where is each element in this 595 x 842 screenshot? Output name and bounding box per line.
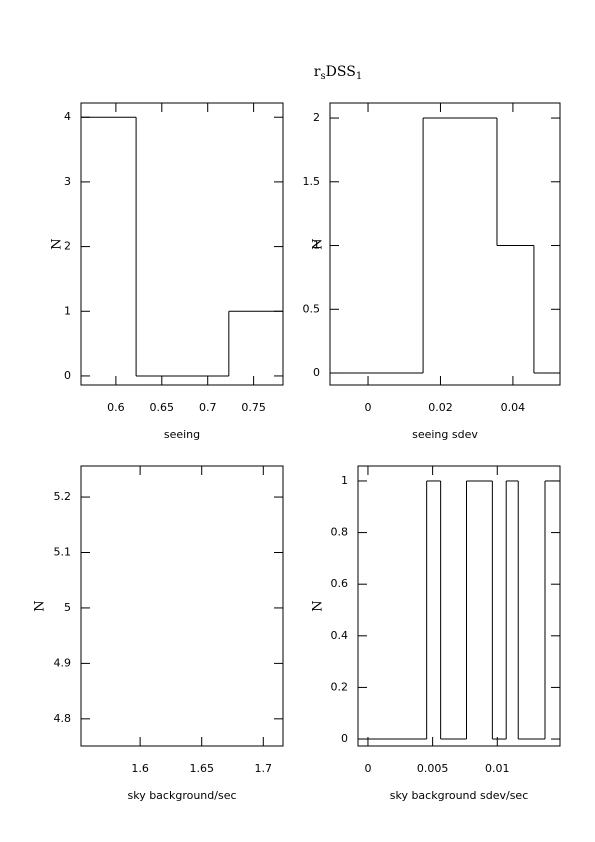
title-part: DSS [326, 64, 356, 80]
x-tick-label: 0.75 [241, 401, 266, 414]
title-part: r [314, 64, 321, 80]
y-tick-label: 1.5 [303, 175, 321, 188]
x-axis-label: seeing sdev [412, 428, 478, 441]
x-tick-label: 0.65 [150, 401, 175, 414]
x-axis-label: seeing [164, 428, 200, 441]
y-tick-label: 4.9 [54, 656, 72, 669]
x-tick-label: 0.005 [417, 762, 449, 775]
y-tick-label: 2 [313, 111, 320, 124]
y-tick-label: 2 [64, 240, 71, 253]
y-axis-label: N [311, 238, 326, 249]
x-tick-label: 1.6 [131, 762, 149, 775]
y-axis-label: N [50, 238, 65, 249]
y-tick-label: 1 [313, 239, 320, 252]
y-axis-label: N [311, 600, 326, 611]
x-axis-label: sky background/sec [127, 789, 236, 802]
plot-frame [80, 465, 284, 747]
y-tick-label: 5.2 [54, 490, 72, 503]
y-tick-label: 0 [341, 732, 348, 745]
y-tick-label: 5.1 [54, 545, 72, 558]
x-tick-label: 0.02 [428, 401, 453, 414]
y-tick-label: 1 [341, 474, 348, 487]
y-tick-label: 0.2 [331, 680, 349, 693]
y-tick-label: 0.8 [331, 526, 349, 539]
x-tick-label: 1.65 [189, 762, 214, 775]
plot-frame [357, 465, 561, 747]
y-tick-label: 3 [64, 175, 71, 188]
x-tick-label: 0 [364, 762, 371, 775]
x-tick-label: 0.7 [199, 401, 217, 414]
y-tick-label: 0 [313, 366, 320, 379]
title-part: s [321, 71, 326, 82]
title-part: 1 [356, 71, 362, 82]
x-tick-label: 1.7 [255, 762, 273, 775]
x-tick-label: 0.6 [107, 401, 125, 414]
figure-title: rsDSS1 [314, 64, 362, 82]
plot-frame [329, 102, 561, 386]
x-axis-label: sky background sdev/sec [390, 789, 529, 802]
y-tick-label: 5 [64, 601, 71, 614]
x-tick-label: 0.01 [485, 762, 510, 775]
x-tick-label: 0.04 [501, 401, 526, 414]
y-tick-label: 0 [64, 369, 71, 382]
x-tick-label: 0 [365, 401, 372, 414]
y-tick-label: 0.5 [303, 302, 321, 315]
plot-frame [80, 102, 284, 386]
y-tick-label: 4.8 [54, 712, 72, 725]
y-axis-label: N [33, 600, 48, 611]
y-tick-label: 1 [64, 304, 71, 317]
y-tick-label: 4 [64, 110, 71, 123]
y-tick-label: 0.6 [331, 577, 349, 590]
y-tick-label: 0.4 [331, 629, 349, 642]
